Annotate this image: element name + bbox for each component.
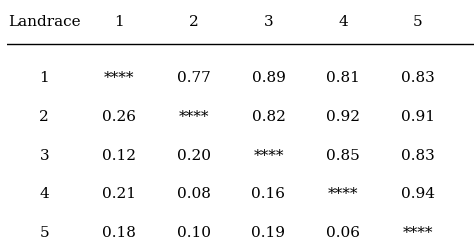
- Text: 0.89: 0.89: [252, 71, 285, 85]
- Text: 0.81: 0.81: [326, 71, 360, 85]
- Text: ****: ****: [253, 148, 284, 163]
- Text: 0.16: 0.16: [252, 187, 285, 201]
- Text: 0.26: 0.26: [102, 110, 136, 124]
- Text: 4: 4: [338, 15, 348, 29]
- Text: 0.12: 0.12: [102, 148, 136, 163]
- Text: 2: 2: [39, 110, 49, 124]
- Text: 0.06: 0.06: [326, 226, 360, 240]
- Text: 0.18: 0.18: [102, 226, 136, 240]
- Text: 0.82: 0.82: [252, 110, 285, 124]
- Text: 0.83: 0.83: [401, 71, 435, 85]
- Text: ****: ****: [328, 187, 358, 201]
- Text: 0.92: 0.92: [326, 110, 360, 124]
- Text: 0.10: 0.10: [177, 226, 211, 240]
- Text: ****: ****: [403, 226, 433, 240]
- Text: 1: 1: [39, 71, 49, 85]
- Text: 3: 3: [39, 148, 49, 163]
- Text: 0.08: 0.08: [177, 187, 210, 201]
- Text: 0.85: 0.85: [326, 148, 360, 163]
- Text: 0.94: 0.94: [401, 187, 435, 201]
- Text: 1: 1: [114, 15, 124, 29]
- Text: ****: ****: [179, 110, 209, 124]
- Text: 0.21: 0.21: [102, 187, 136, 201]
- Text: 3: 3: [264, 15, 273, 29]
- Text: 2: 2: [189, 15, 199, 29]
- Text: ****: ****: [104, 71, 134, 85]
- Text: 0.77: 0.77: [177, 71, 210, 85]
- Text: 0.19: 0.19: [252, 226, 285, 240]
- Text: 0.83: 0.83: [401, 148, 435, 163]
- Text: 0.91: 0.91: [401, 110, 435, 124]
- Text: 5: 5: [413, 15, 423, 29]
- Text: 5: 5: [39, 226, 49, 240]
- Text: 0.20: 0.20: [177, 148, 211, 163]
- Text: 4: 4: [39, 187, 49, 201]
- Text: Landrace: Landrace: [8, 15, 81, 29]
